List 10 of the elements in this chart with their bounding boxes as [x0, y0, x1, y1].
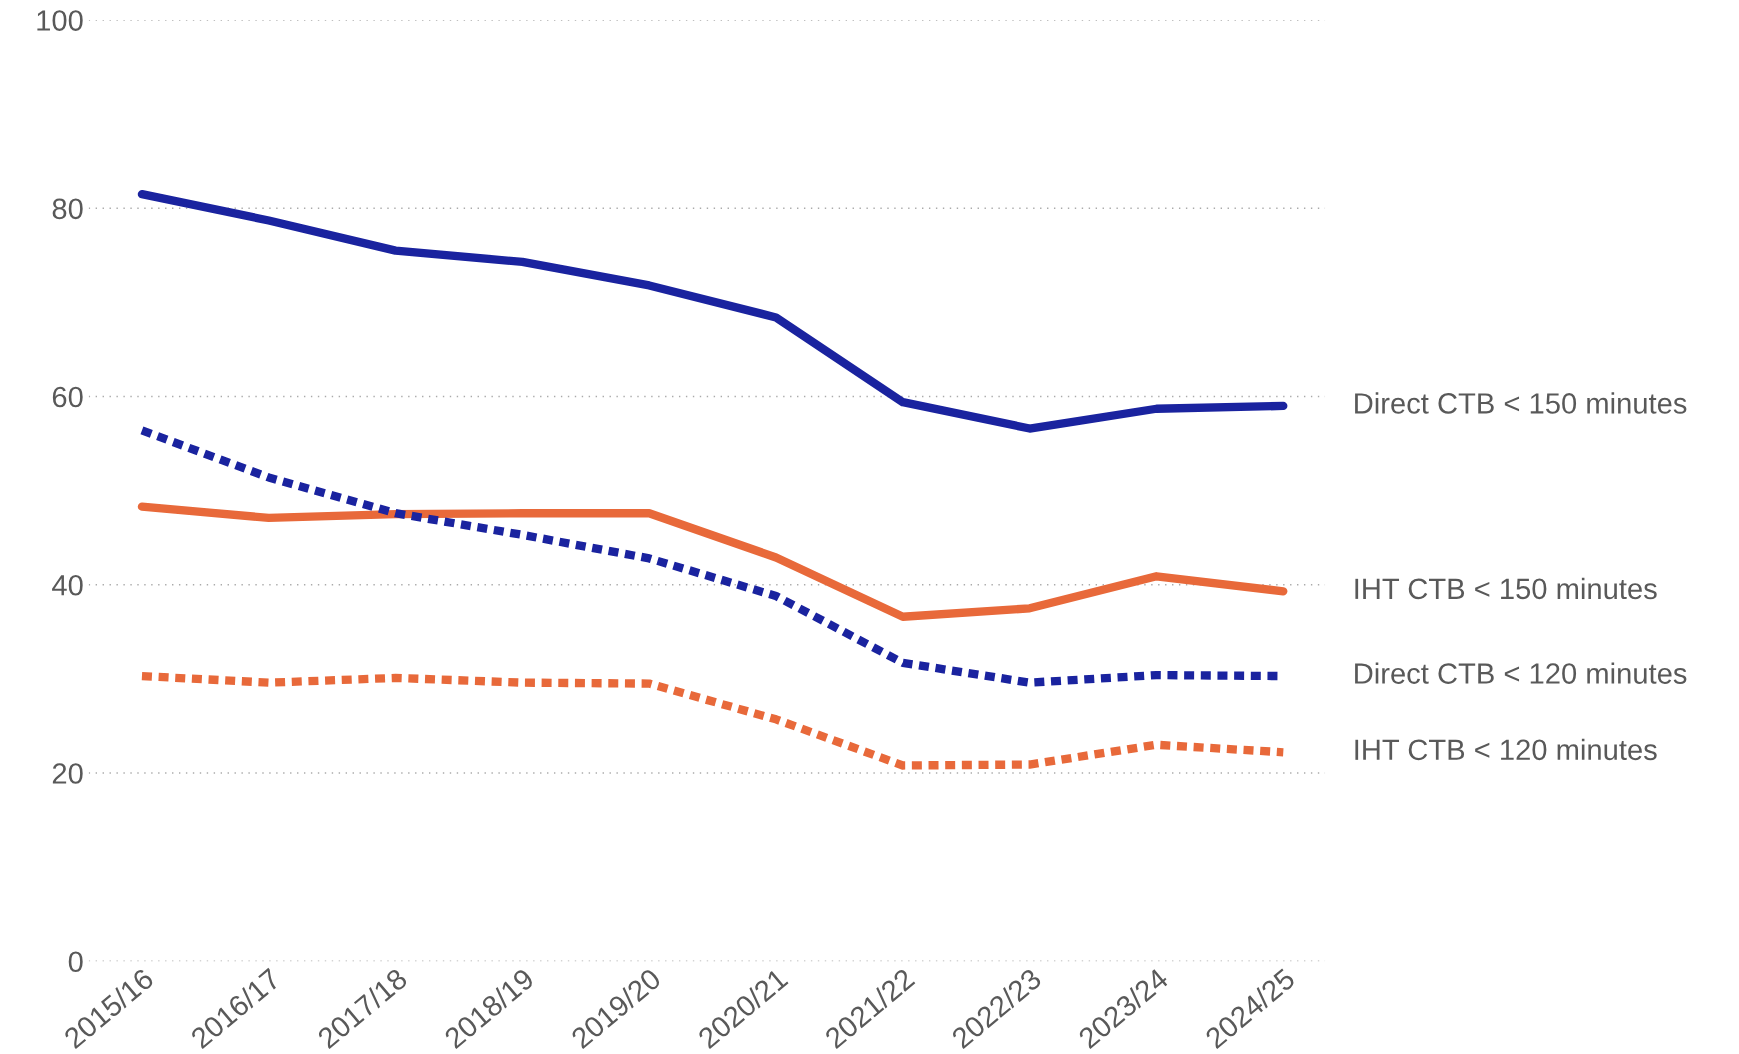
y-tick-label: 60	[52, 386, 83, 408]
y-tick-label: 100	[37, 10, 83, 31]
text: Direct CTB < 120 minutes	[1355, 662, 1687, 684]
text: IHT CTB < 150 minutes	[1355, 577, 1657, 600]
y-tick-label: 20	[52, 763, 83, 784]
y-tick-label: 0	[68, 951, 83, 973]
text: IHT CTB < 120 minutes	[1355, 738, 1657, 761]
y-tick-label: 40	[52, 574, 83, 596]
y-tick-label: 80	[52, 198, 83, 220]
text: Direct CTB < 150 minutes	[1355, 392, 1687, 414]
